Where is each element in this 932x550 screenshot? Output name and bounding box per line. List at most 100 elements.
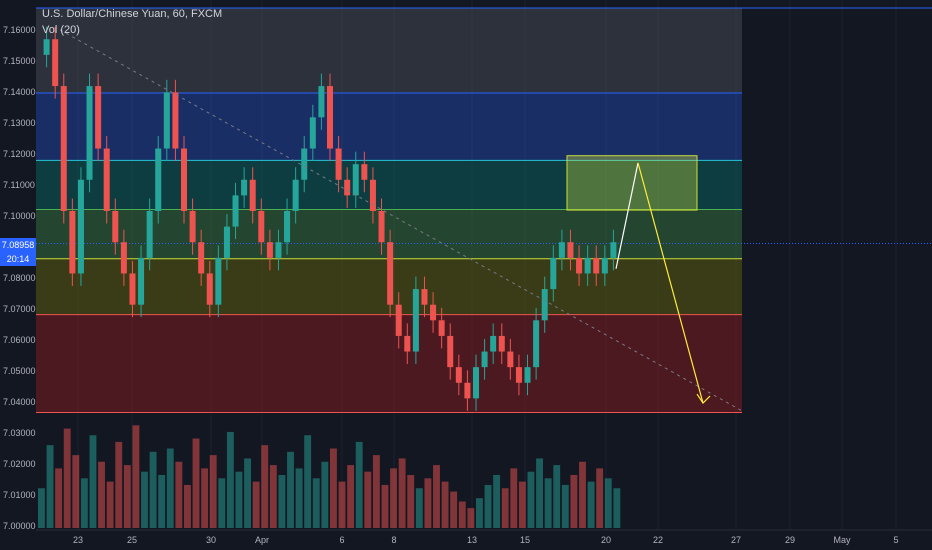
- price-tick-label: 7.15000: [3, 56, 36, 66]
- volume-bar: [89, 435, 97, 528]
- price-tick-label: 7.16000: [3, 25, 36, 35]
- time-tick-label: 20: [601, 535, 611, 545]
- volume-bars: [38, 425, 621, 528]
- arrow-head: [696, 393, 711, 405]
- time-tick-label: May: [833, 535, 851, 545]
- candle-body: [481, 351, 488, 368]
- candle-body: [464, 382, 471, 399]
- volume-bar: [175, 461, 183, 528]
- volume-bar: [269, 465, 277, 528]
- price-tick-label: 7.00000: [3, 521, 36, 531]
- volume-bar: [46, 445, 54, 528]
- volume-bar: [536, 458, 543, 528]
- time-tick-label: 27: [731, 535, 741, 545]
- candle-body: [223, 226, 230, 258]
- candle-body: [361, 164, 368, 180]
- fib-zone: [36, 314, 742, 413]
- time-tick-label: 22: [653, 535, 663, 545]
- candle-body: [301, 148, 308, 180]
- volume-bar: [338, 481, 346, 528]
- candle-body: [584, 257, 591, 274]
- last-price: 7.08958: [1, 240, 35, 250]
- candlestick-series: [43, 26, 617, 411]
- time-tick-label: Apr: [255, 535, 269, 545]
- candle-body: [52, 39, 59, 87]
- price-tick-label: 7.01000: [3, 490, 36, 500]
- candle-body: [241, 179, 248, 196]
- candle-body: [421, 289, 428, 305]
- target-zone-box: [566, 155, 698, 211]
- volume-bar: [55, 468, 63, 528]
- volume-bar: [192, 438, 200, 528]
- candle-body: [567, 242, 574, 258]
- price-tick-label: 7.06000: [3, 335, 36, 345]
- price-tick-label: 7.12000: [3, 149, 36, 159]
- volume-bar: [149, 451, 157, 528]
- volume-bar: [493, 475, 501, 528]
- volume-bar: [38, 488, 45, 528]
- volume-bar: [372, 455, 380, 528]
- volume-bar: [201, 468, 209, 528]
- volume-bar: [553, 465, 561, 528]
- price-axis: 7.16000 7.15000 7.14000 7.13000 7.12000 7.110…: [0, 0, 36, 550]
- candle-body: [309, 117, 316, 149]
- volume-bar: [390, 468, 397, 528]
- volume-bar: [561, 484, 569, 528]
- candle-body: [576, 257, 583, 274]
- candle-body: [43, 39, 50, 55]
- candle-body: [344, 179, 351, 196]
- fib-zone: [36, 92, 742, 161]
- volume-bar: [158, 475, 166, 528]
- price-tick-label: 7.05000: [3, 366, 36, 376]
- volume-bar: [467, 508, 475, 528]
- volume-bar: [166, 448, 174, 528]
- candle-body: [490, 335, 497, 352]
- volume-bar: [398, 458, 406, 528]
- volume-bar: [330, 448, 337, 528]
- volume-bar: [218, 478, 226, 528]
- price-tick-label: 7.13000: [3, 118, 36, 128]
- time-tick-label: 15: [520, 535, 530, 545]
- candle-body: [430, 304, 437, 321]
- volume-bar: [261, 445, 269, 528]
- candle-body: [284, 211, 291, 243]
- volume-bar: [501, 488, 509, 528]
- volume-bar: [106, 481, 114, 528]
- candle-body: [206, 273, 213, 305]
- price-tick-label: 7.02000: [3, 459, 36, 469]
- volume-bar: [544, 478, 552, 528]
- descending-trendline: [59, 29, 743, 412]
- volume-bar: [458, 501, 466, 528]
- candle-body: [318, 86, 325, 118]
- volume-bar: [355, 441, 363, 528]
- price-tick-label: 7.14000: [3, 87, 36, 97]
- volume-bar: [123, 465, 131, 528]
- projection-up-leg: [615, 162, 639, 269]
- projection-down-leg: [637, 162, 704, 404]
- last-price-tag: 7.08958 20:14: [0, 238, 36, 266]
- time-axis: 23 25 30 Apr 6 8 13 15 20 22 27 29 May 5: [0, 529, 932, 550]
- volume-bar: [80, 478, 88, 528]
- volume-bar: [312, 478, 320, 528]
- volume-bar: [184, 484, 191, 528]
- candle-body: [129, 273, 136, 305]
- candle-body: [541, 289, 548, 321]
- volume-bar: [527, 471, 535, 528]
- volume-bar: [209, 455, 217, 528]
- candle-body: [326, 86, 334, 149]
- volume-bar: [424, 478, 432, 528]
- price-axis-bg: [0, 0, 36, 550]
- candle-body: [455, 367, 462, 383]
- candle-body: [232, 195, 239, 227]
- candle-body: [155, 148, 162, 211]
- volume-bar: [450, 491, 458, 528]
- candle-body: [593, 257, 600, 274]
- candle-body: [533, 320, 540, 368]
- volume-bar: [596, 468, 604, 528]
- candle-body: [472, 367, 480, 399]
- candle-body: [292, 179, 299, 211]
- time-tick-label: 23: [73, 535, 83, 545]
- volume-bar: [604, 478, 612, 528]
- candle-body: [369, 179, 376, 211]
